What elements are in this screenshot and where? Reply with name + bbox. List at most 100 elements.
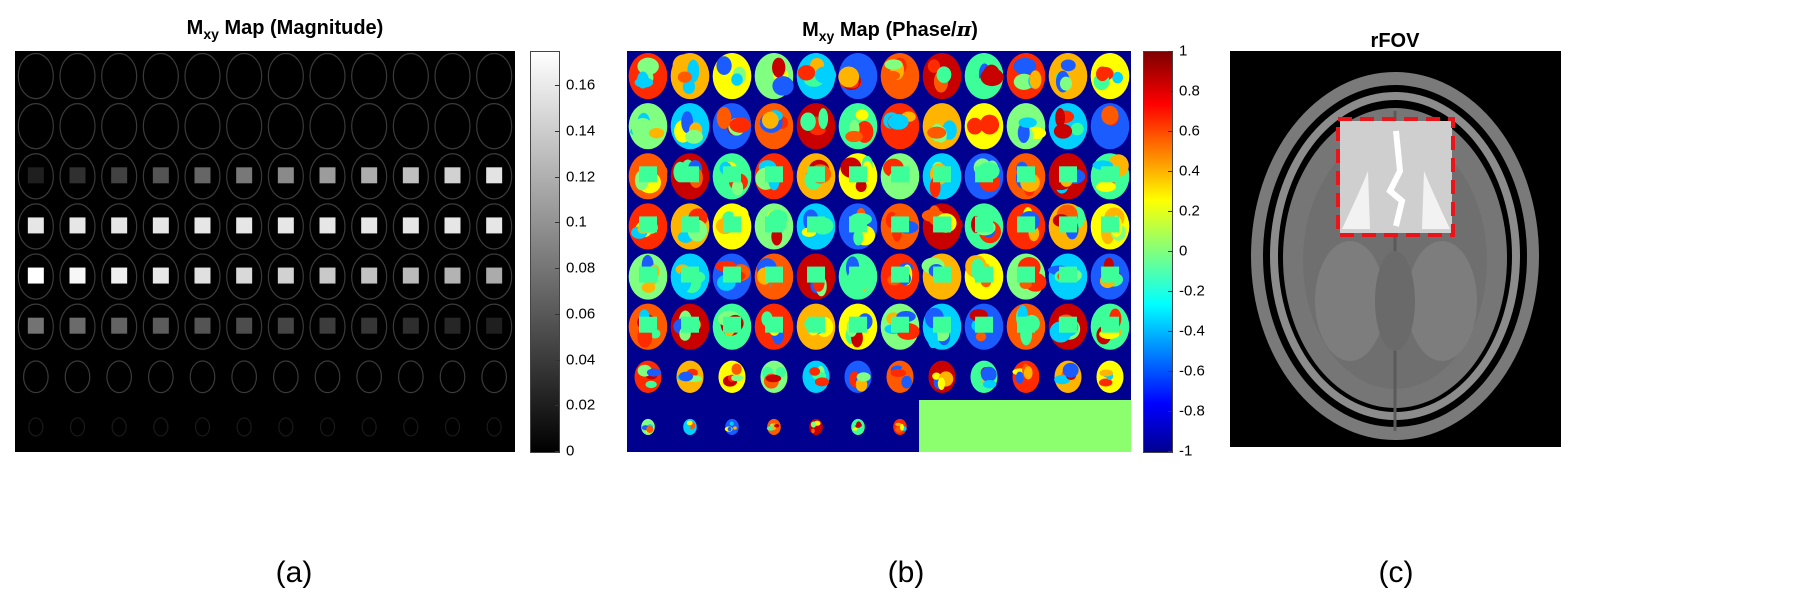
magnitude-slice-outline [476,103,513,150]
magnitude-slice-outline [309,253,346,300]
phase-blob [1101,105,1119,125]
magnitude-excited-square [444,167,461,184]
magnitude-slice-outline [236,417,252,437]
magnitude-slice-outline [59,52,96,100]
magnitude-slice-outline [392,52,429,100]
phase-excited-square [765,266,783,283]
magnitude-slice-outline [392,203,429,250]
magnitude-excited-square [194,167,211,184]
magnitude-slice-outline [476,303,513,350]
magnitude-slice-outline [59,303,96,350]
phase-blob [890,368,907,377]
colorbar-tick-label: 0.08 [566,259,596,277]
colorbar-tick-label: 0.14 [566,122,596,140]
magnitude-excited-square [194,317,211,334]
phase-excited-square [1101,216,1119,233]
phase-excited-square [765,316,783,333]
magnitude-slice-outline [434,153,471,200]
phase-blob [884,70,901,81]
magnitude-slice-outline [226,52,263,100]
magnitude-slice-outline [69,417,86,437]
magnitude-slice-outline [59,153,96,200]
magnitude-slice-outline [403,417,419,437]
magnitude-excited-square [444,217,461,234]
phase-blob [901,375,912,389]
phase-blob [980,68,1004,87]
colorbar-tick-mark [555,85,560,87]
phase-blob [682,79,696,95]
brain-axial-slice [1251,72,1539,440]
magnitude-slice-outline [17,253,54,300]
phase-blob [641,282,656,293]
magnitude-excited-square [27,217,44,234]
phase-blob [967,117,983,135]
magnitude-excited-square [194,267,211,284]
magnitude-slice-outline [356,360,383,394]
phase-blob [1023,366,1033,380]
magnitude-slice-outline [142,153,179,200]
magnitude-slice-outline [476,203,513,250]
magnitude-excited-square [361,267,378,284]
colorbar-tick-label: -0.4 [1179,322,1205,340]
magnitude-excited-square [486,267,503,284]
phase-blob [772,76,794,96]
magnitude-slice-outline [476,253,513,300]
phase-blob [1099,369,1113,377]
magnitude-slice-outline [101,253,138,300]
magnitude-excited-square [319,267,336,284]
magnitude-excited-square [27,317,44,334]
phase-blob [887,114,909,130]
phase-excited-square [639,216,657,233]
phase-excited-square [891,266,909,283]
phase-excited-square [639,266,657,283]
magnitude-slice-outline [226,103,263,150]
phase-excited-square [681,266,699,283]
phase-excited-square [1059,266,1077,283]
phase-excited-square [807,316,825,333]
magnitude-slice-outline [28,417,44,437]
magnitude-slice-outline [361,417,377,437]
phase-blob [731,363,742,375]
magnitude-slice-outline [319,417,336,437]
magnitude-slice-outline [267,253,304,300]
magnitude-excited-square [111,217,128,234]
magnitude-excited-square [27,267,44,284]
colorbar-tick-mark [1168,291,1173,292]
magnitude-slice-outline [189,360,216,394]
phase-blob [1062,362,1079,378]
colorbar-tick-mark [1168,91,1173,92]
magnitude-excited-square [361,317,378,334]
magnitude-slice-outline [397,360,424,394]
magnitude-slice-outline [142,203,179,250]
magnitude-excited-square [111,167,128,184]
colorbar-tick-label: 0.1 [566,213,587,231]
magnitude-slice-outline [267,303,304,350]
phase-excited-square [681,166,699,183]
colorbar-tick-label: 0.02 [566,396,596,414]
phase-blob [800,112,816,131]
phase-excited-square [849,316,867,333]
phase-blob [677,71,692,83]
magnitude-slice-outline [351,52,388,100]
phase-excited-square [765,166,783,183]
phase-blob [797,65,816,81]
magnitude-slice-outline [392,153,429,200]
phase-blob [765,374,782,383]
phase-map-image [628,53,1131,452]
magnitude-excited-square [152,317,169,334]
phase-excited-square [723,216,741,233]
magnitude-slice-outline [194,417,211,437]
magnitude-map-image [17,52,513,437]
phase-blob [1060,59,1076,72]
phase-blob [1029,70,1042,90]
colorbar-tick-mark [1168,51,1173,52]
magnitude-excited-square [444,267,461,284]
magnitude-excited-square [486,317,503,334]
magnitude-slice-outline [184,52,221,100]
phase-excited-square [1059,316,1077,333]
colorbar-tick-mark [555,359,560,361]
phase-blob [937,377,946,390]
magnitude-slice-outline [184,153,221,200]
phase-blob [1099,378,1113,387]
colorbar-tick-mark [1168,331,1173,332]
